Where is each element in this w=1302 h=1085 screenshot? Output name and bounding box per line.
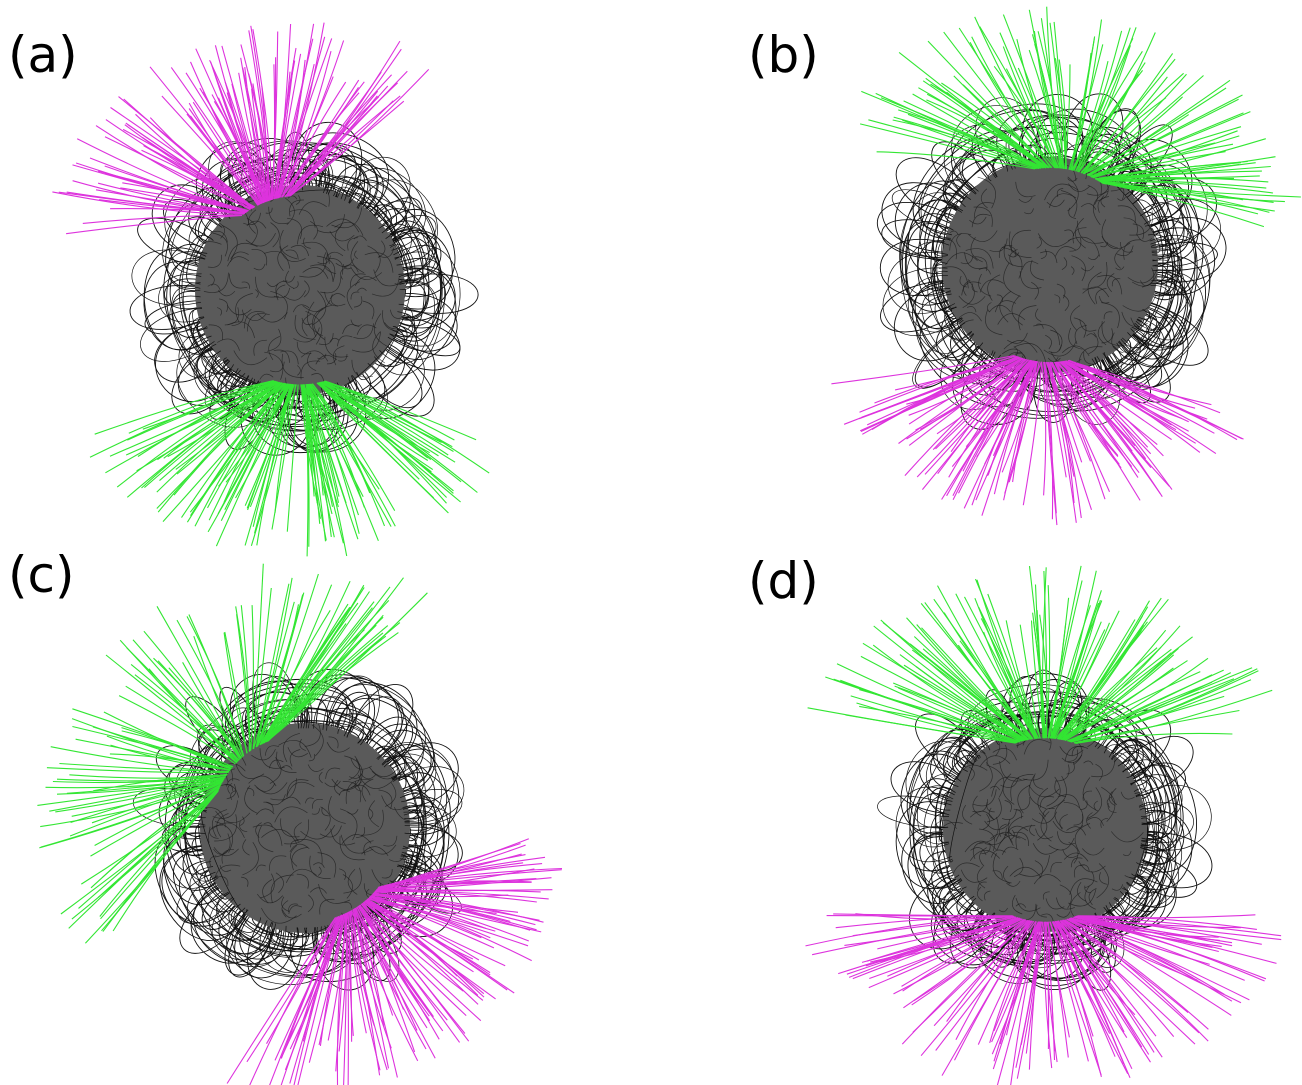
field-panel [831, 7, 1301, 525]
field-panel [52, 23, 489, 557]
field-panel [37, 564, 562, 1085]
open-field-line [942, 921, 1032, 1076]
panel-label: (c) [8, 546, 75, 604]
open-field-line [883, 623, 1028, 740]
figure: (a) (b) (c) (d) [0, 0, 1302, 1085]
panel-label: (a) [8, 26, 78, 84]
open-field-line [1073, 61, 1109, 170]
open-field-line [251, 605, 254, 751]
field-panel [806, 566, 1282, 1085]
panel-label: (d) [748, 552, 819, 610]
panel-label: (b) [748, 26, 819, 84]
